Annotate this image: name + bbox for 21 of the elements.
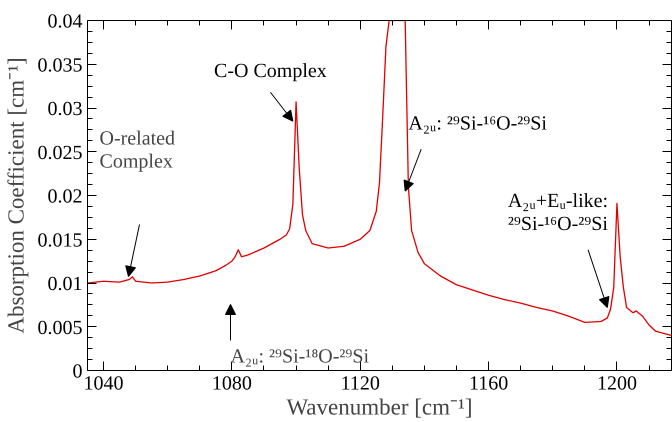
y-tick-label: 0: [72, 360, 82, 382]
x-tick-label: 1160: [468, 372, 508, 394]
y-tick-label: 0.015: [38, 229, 82, 252]
y-tick-label: 0.03: [48, 98, 82, 120]
annotation: A₂ᵤ: ²⁹Si-¹⁸O-²⁹Si: [230, 346, 370, 368]
annotation: A₂ᵤ: ²⁹Si-¹⁶O-²⁹Si: [408, 112, 548, 134]
x-axis-title: Wavenumber [cm⁻¹]: [286, 394, 473, 420]
annotation: O-related Complex: [100, 127, 176, 172]
x-tick-label: 1080: [212, 372, 252, 394]
y-tick-label: 0.01: [48, 273, 82, 295]
y-tick-label: 0.005: [38, 316, 82, 339]
y-tick-label: 0.04: [48, 10, 82, 32]
annotation: A₂ᵤ+Eᵤ-like: ²⁹Si-¹⁶O-²⁹Si: [508, 190, 608, 235]
y-tick-label: 0.035: [38, 54, 82, 76]
y-tick-label: 0.02: [48, 186, 82, 208]
y-tick-label: 0.025: [38, 142, 82, 164]
y-axis-title: Absorption Coefficient [cm⁻¹]: [4, 57, 28, 334]
annotation: C-O Complex: [214, 60, 327, 82]
x-tick-label: 1040: [84, 372, 124, 394]
x-tick-label: 1200: [596, 372, 637, 394]
x-tick-label: 1120: [340, 372, 380, 394]
